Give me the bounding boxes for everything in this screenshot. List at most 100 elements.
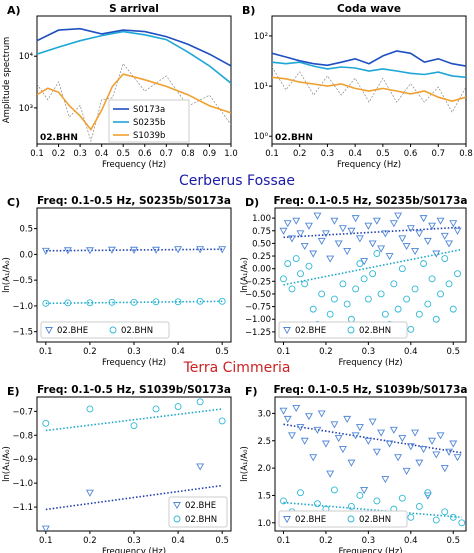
- point-bhn: [420, 260, 428, 268]
- y-tick-label: −1.0: [12, 479, 33, 489]
- y-tick-label: 2.5: [257, 437, 271, 447]
- point-bhn: [318, 290, 326, 298]
- legend-label: 02.BHE: [185, 501, 216, 511]
- plot-area: [41, 246, 227, 307]
- y-axis-label: Amplitude spectrum: [2, 37, 12, 123]
- point-bhn: [297, 270, 304, 278]
- y-tick-label: −0.8: [12, 431, 33, 441]
- y-tick-label: −1.0: [12, 302, 33, 312]
- x-tick-label: 0.1: [39, 347, 53, 357]
- x-tick-label: 0.1: [265, 149, 279, 159]
- station-label: 02.BHN: [275, 133, 313, 143]
- x-tick-label: 0.4: [404, 536, 418, 546]
- point-bhe: [107, 246, 116, 254]
- point-bhn: [280, 275, 287, 283]
- point-bhe: [432, 451, 441, 459]
- plot-area: [272, 50, 466, 114]
- point-bhe: [85, 247, 94, 255]
- point-bhn: [458, 519, 466, 527]
- point-bhn: [390, 280, 398, 288]
- chart-title: Coda wave: [337, 3, 401, 15]
- series-line-s0173a: [37, 27, 231, 67]
- fit-line-02-bhn: [45, 408, 223, 432]
- point-bhn: [449, 305, 457, 313]
- point-bhe: [351, 432, 360, 440]
- point-bhn: [424, 489, 432, 497]
- point-bhe: [402, 242, 411, 251]
- section-title-terra: Terra Cimmeria: [183, 360, 291, 376]
- y-tick-label: 10¹: [254, 82, 268, 92]
- x-tick-label: 0.4: [348, 149, 362, 159]
- x-tick-label: 0.4: [171, 347, 185, 357]
- y-tick-label: 3.0: [257, 409, 271, 419]
- point-bhe: [304, 413, 313, 421]
- y-tick-label: 1.00: [252, 214, 271, 224]
- legend-label: 02.BHN: [359, 515, 391, 525]
- point-bhn: [432, 516, 440, 524]
- x-axis-label: Frequency (Hz): [338, 358, 402, 368]
- y-tick-label: 0.0: [19, 250, 33, 260]
- point-bhe: [372, 448, 381, 456]
- point-bhe: [41, 525, 50, 531]
- y-axis-label: ln(A₁/A₀): [2, 446, 12, 482]
- point-bhn: [152, 298, 160, 306]
- point-bhe: [440, 232, 449, 240]
- point-bhe: [398, 235, 407, 243]
- point-bhn: [152, 405, 160, 413]
- chart-title: Freq: 0.1-0.5 Hz, S1039b/S0173a: [37, 384, 231, 396]
- point-bhe: [334, 240, 343, 248]
- x-tick-label: 0.3: [362, 347, 376, 357]
- point-bhe: [428, 437, 437, 445]
- point-bhe: [428, 222, 437, 230]
- point-bhe: [130, 246, 138, 254]
- fit-line-02-bhe: [45, 248, 223, 252]
- point-bhn: [424, 300, 432, 308]
- point-bhe: [321, 230, 330, 238]
- point-bhe: [368, 418, 377, 426]
- plot-area: [279, 404, 466, 527]
- series-line-s0235b: [37, 30, 231, 84]
- point-bhe: [406, 443, 415, 451]
- point-bhn: [297, 489, 304, 497]
- point-bhe: [196, 246, 205, 254]
- y-tick-label: −0.7: [12, 407, 33, 417]
- point-bhn: [432, 315, 440, 323]
- point-bhn: [352, 285, 360, 293]
- point-bhe: [398, 435, 407, 443]
- y-tick-label: −0.9: [12, 455, 33, 465]
- point-bhe: [300, 242, 309, 251]
- point-bhn: [218, 417, 226, 425]
- point-bhn: [437, 290, 444, 298]
- point-bhe: [355, 235, 364, 243]
- point-bhn: [377, 290, 385, 298]
- fit-line-02-bhn: [45, 300, 223, 305]
- y-tick-label: 0.00: [252, 265, 271, 275]
- x-tick-label: 0.1: [277, 536, 291, 546]
- y-axis-label: ln(A₁/A₀): [240, 257, 250, 293]
- x-tick-label: 0.4: [95, 149, 109, 159]
- point-bhe: [368, 240, 377, 248]
- point-bhn: [284, 260, 292, 268]
- point-bhe: [343, 415, 352, 423]
- legend-label: 02.BHN: [121, 326, 153, 336]
- x-tick-label: 0.5: [376, 149, 390, 159]
- point-bhe: [292, 217, 301, 225]
- x-tick-label: 0.2: [52, 149, 66, 159]
- point-bhe: [419, 446, 428, 454]
- point-bhe: [300, 437, 309, 445]
- point-bhe: [283, 415, 292, 423]
- legend-box: [278, 321, 408, 339]
- legend-box: [278, 510, 408, 528]
- point-bhe: [330, 421, 339, 429]
- point-bhn: [381, 310, 389, 318]
- y-tick-label: 10⁴: [19, 52, 34, 62]
- point-bhn: [449, 513, 457, 521]
- point-bhn: [369, 270, 377, 278]
- point-bhn: [86, 405, 94, 413]
- y-tick-label: −1.25: [245, 328, 271, 338]
- x-tick-label: 0.5: [447, 347, 461, 357]
- legend-marker: [173, 502, 181, 510]
- fit-line-02-bhn: [283, 248, 462, 286]
- point-bhn: [403, 295, 411, 303]
